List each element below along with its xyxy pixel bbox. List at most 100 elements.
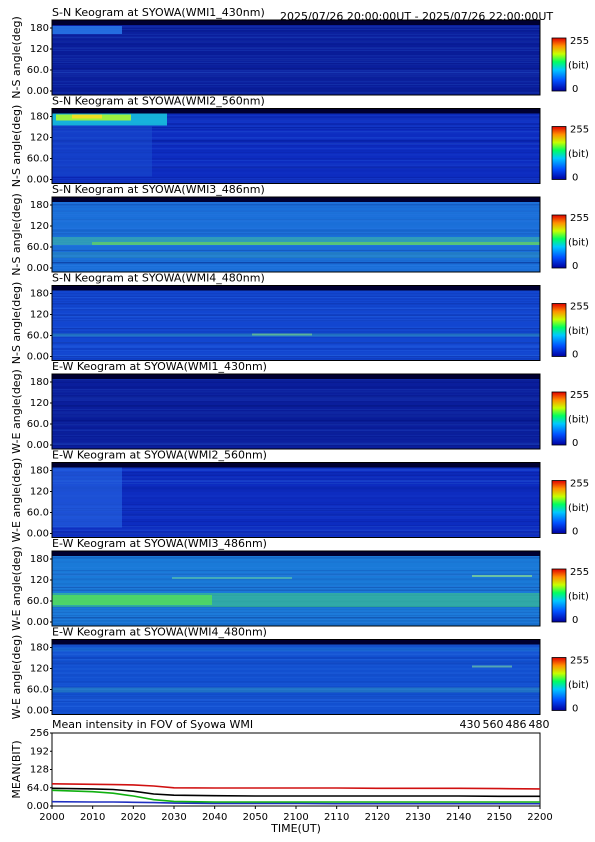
keogram-texture [52, 513, 540, 515]
keogram-texture [52, 415, 540, 417]
keogram-texture [52, 29, 540, 31]
keogram-texture [52, 132, 540, 134]
keogram-texture [52, 529, 540, 531]
keogram-texture [52, 435, 540, 437]
keogram-texture [52, 336, 540, 338]
keogram-texture [52, 399, 540, 401]
keogram-texture [52, 178, 540, 180]
keogram-texture [52, 662, 540, 664]
y-tick-label: 0.00 [27, 263, 49, 274]
keogram-texture [52, 698, 540, 700]
keogram-texture [52, 231, 540, 233]
keogram-texture [52, 355, 540, 357]
y-tick-label: 120 [30, 487, 49, 498]
keogram-texture [52, 413, 540, 415]
keogram-texture [52, 54, 540, 56]
keogram-texture [52, 26, 540, 28]
colorbar-unit-label: (bit) [568, 238, 589, 249]
keogram-texture [52, 40, 540, 42]
keogram-texture [52, 469, 540, 471]
y-tick-label: 0.00 [27, 86, 49, 97]
keogram-texture [52, 203, 540, 205]
keogram-texture [52, 328, 540, 330]
keogram-texture [52, 312, 540, 314]
keogram-top-edge [52, 108, 540, 114]
colorbar-unit-label: (bit) [568, 503, 589, 514]
keogram-texture [52, 487, 540, 489]
keogram-texture [52, 49, 540, 51]
keogram-image [52, 374, 540, 449]
keogram-texture [52, 167, 540, 169]
colorbar-min-label: 0 [572, 438, 578, 449]
keogram-texture [52, 701, 540, 703]
keogram-texture [52, 206, 540, 208]
keogram-texture [52, 293, 540, 295]
keogram-panel: E-W Keogram at SYOWA(WMI1_430nm)180 120 60… [10, 360, 589, 454]
mean-plot-ylabel: MEAN(BIT) [10, 740, 23, 798]
y-tick-label: 60.0 [27, 154, 49, 165]
keogram-texture [52, 589, 540, 591]
keogram-texture [52, 80, 540, 82]
keogram-texture [52, 166, 540, 168]
keogram-texture [52, 68, 540, 70]
keogram-texture [52, 122, 540, 124]
keogram-texture [52, 532, 540, 534]
keogram-texture [52, 234, 540, 236]
keogram-texture [52, 306, 540, 308]
keogram-texture [52, 480, 540, 482]
keogram-texture [52, 180, 540, 182]
keogram-frame [51, 373, 541, 450]
keogram-texture [52, 355, 540, 357]
keogram-texture [52, 215, 540, 217]
keogram-texture [52, 76, 540, 78]
keogram-texture [52, 586, 540, 588]
keogram-texture [52, 151, 540, 153]
keogram-texture [52, 212, 540, 214]
keogram-texture [52, 211, 540, 213]
keogram-texture [52, 440, 540, 442]
keogram-texture [52, 586, 540, 588]
keogram-image [52, 20, 540, 95]
keogram-texture [52, 256, 540, 258]
keogram-texture [52, 619, 540, 621]
keogram-texture [52, 342, 540, 344]
keogram-texture [52, 355, 540, 357]
keogram-texture [52, 530, 540, 532]
keogram-texture [52, 47, 540, 49]
y-tick-label: 192 [30, 746, 49, 757]
keogram-texture [52, 575, 540, 577]
keogram-texture [52, 479, 540, 481]
series-line-480 [51, 787, 540, 798]
keogram-texture [52, 232, 540, 234]
keogram-texture [52, 574, 540, 576]
keogram-texture [52, 469, 540, 471]
keogram-texture [52, 613, 540, 615]
keogram-texture [52, 423, 540, 425]
keogram-ylabel: W-E angle(deg) [10, 458, 23, 543]
keogram-texture [52, 398, 540, 400]
keogram-texture [52, 701, 540, 703]
keogram-texture [52, 262, 540, 264]
keogram-texture [52, 536, 540, 538]
keogram-texture [52, 254, 540, 256]
y-tick-label: 120 [30, 221, 49, 232]
x-tick-label: 2140 [446, 812, 471, 823]
keogram-texture [52, 533, 540, 535]
colorbar [551, 37, 567, 92]
keogram-texture [52, 154, 540, 156]
time-range-label: 2025/07/26 20:00:00UT - 2025/07/26 22:00… [280, 10, 553, 23]
keogram-texture [52, 386, 540, 388]
y-tick-label: 64.0 [27, 783, 49, 794]
keogram-texture [52, 382, 540, 384]
keogram-texture [52, 429, 540, 431]
series-line-430 [51, 800, 540, 805]
keogram-texture [52, 270, 540, 272]
keogram-texture [52, 583, 540, 585]
keogram-texture [52, 413, 540, 415]
keogram-texture [52, 557, 540, 559]
keogram-texture [52, 202, 540, 204]
keogram-texture [52, 662, 540, 664]
keogram-texture [52, 58, 540, 60]
keogram-texture [52, 346, 540, 348]
keogram-texture [52, 179, 540, 181]
